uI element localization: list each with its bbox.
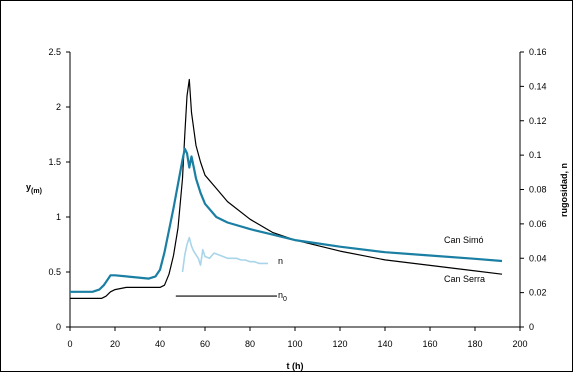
annotation-can-serra: Can Serra — [444, 274, 485, 284]
annotation-n0-main: n — [278, 290, 283, 300]
left-y-tick-label: 1.5 — [48, 157, 61, 167]
right-y-tick-label: 0.1 — [529, 150, 542, 160]
series-line-can-simo — [70, 78, 503, 299]
right-y-tick-label: 0.14 — [529, 81, 547, 91]
right-y-tick-label: 0.04 — [529, 253, 547, 263]
x-tick-label: 160 — [422, 339, 437, 349]
x-tick-label: 180 — [467, 339, 482, 349]
left-y-tick-label: 2 — [56, 102, 61, 112]
x-tick-label: 120 — [332, 339, 347, 349]
right-y-tick-label: 0.12 — [529, 116, 547, 126]
right-y-tick-label: 0.02 — [529, 288, 547, 298]
series-line-n — [181, 236, 268, 273]
left-y-axis-title-main: y — [26, 182, 31, 192]
left-y-tick-label: 0.5 — [48, 267, 61, 277]
x-tick-label: 100 — [287, 339, 302, 349]
right-y-tick-label: 0.06 — [529, 219, 547, 229]
left-y-axis-title-sub: (m) — [31, 188, 42, 195]
series-line-can-serra — [70, 147, 503, 293]
right-y-tick-group: 0 0.02 0.04 0.06 0.08 0.1 0.12 0.14 0.16 — [520, 47, 547, 332]
right-y-tick-label: 0 — [529, 322, 534, 332]
x-tick-label: 200 — [512, 339, 527, 349]
x-tick-label: 140 — [377, 339, 392, 349]
right-y-tick-label: 0.08 — [529, 185, 547, 195]
right-y-tick-label: 0.16 — [529, 47, 547, 57]
left-y-tick-group: 0 0.5 1 1.5 2 2.5 — [48, 47, 70, 332]
left-y-tick-label: 1 — [56, 212, 61, 222]
annotation-can-simo: Can Simó — [444, 235, 484, 245]
x-tick-label: 40 — [155, 339, 165, 349]
annotation-n: n — [278, 256, 283, 266]
x-tick-label: 60 — [200, 339, 210, 349]
left-y-tick-label: 0 — [56, 322, 61, 332]
right-y-axis-title: rugosidad, n — [559, 163, 569, 217]
x-tick-group: 0 20 40 60 80 100 120 140 160 180 200 — [67, 327, 528, 349]
left-y-tick-label: 2.5 — [48, 47, 61, 57]
x-tick-label: 80 — [245, 339, 255, 349]
annotation-n0: n0 — [278, 290, 287, 303]
x-tick-label: 20 — [110, 339, 120, 349]
series-layer — [70, 78, 503, 299]
x-tick-label: 0 — [67, 339, 72, 349]
left-y-axis-title: y(m) — [26, 182, 42, 195]
x-axis-title: t (h) — [287, 361, 304, 371]
annotation-n0-sub: 0 — [283, 296, 287, 303]
